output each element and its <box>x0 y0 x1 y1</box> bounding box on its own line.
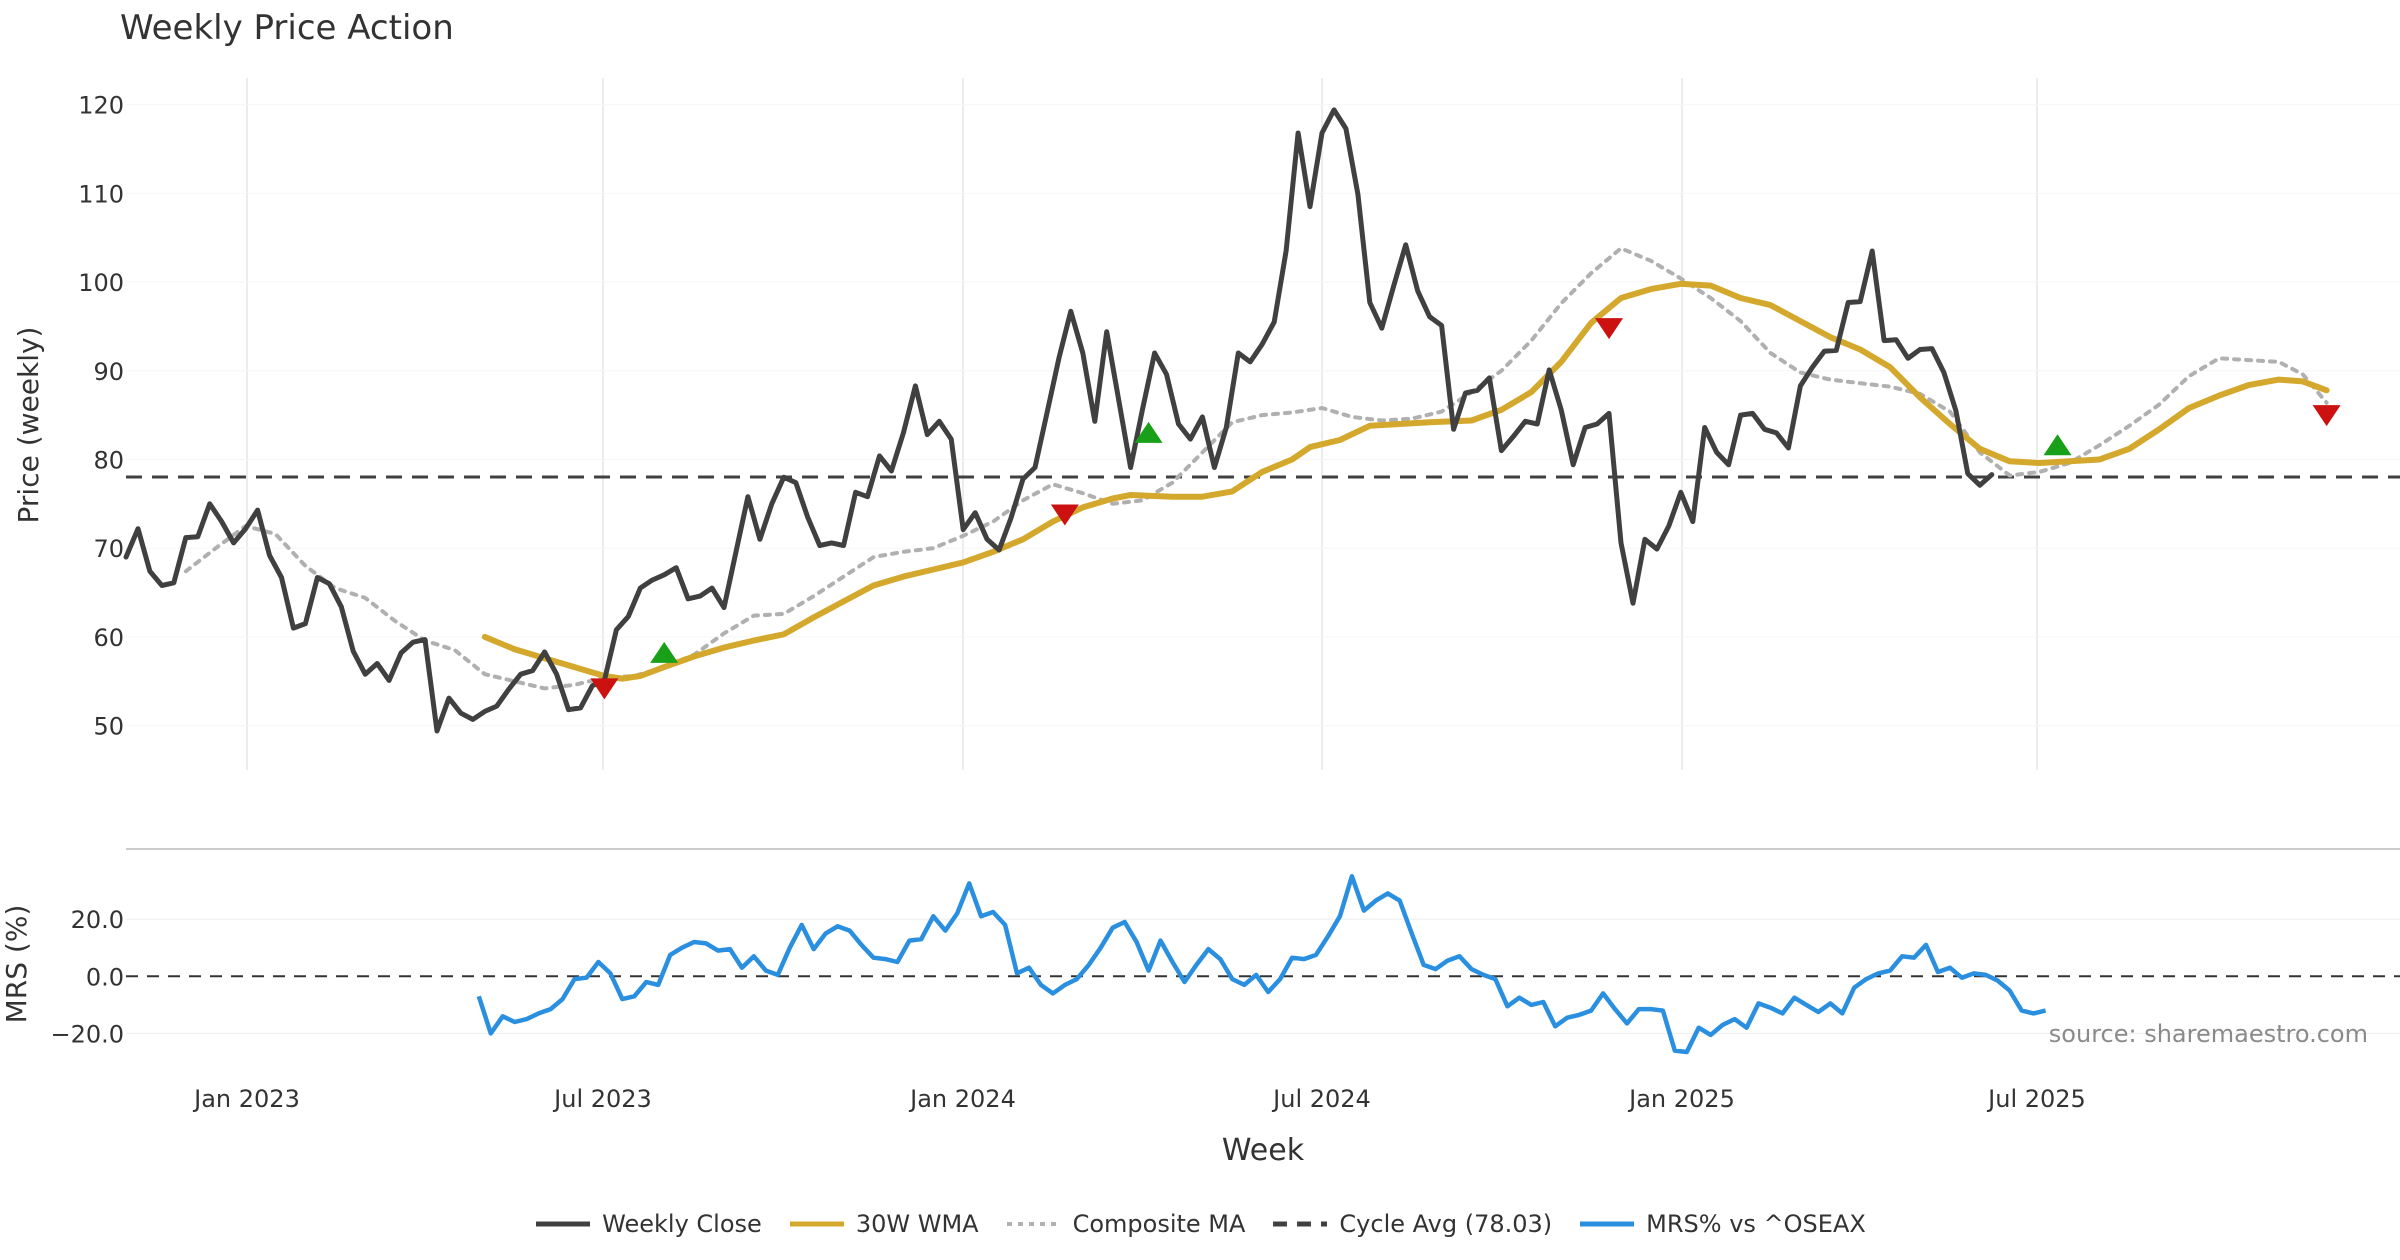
sell-signal-marker <box>1050 504 1079 526</box>
x-tick-label: Jan 2023 <box>192 1085 300 1113</box>
price-y-tick-label: 80 <box>93 446 124 474</box>
price-y-tick-label: 100 <box>78 269 124 297</box>
chart-title: Weekly Price Action <box>120 8 454 48</box>
legend-label: Cycle Avg (78.03) <box>1339 1210 1553 1238</box>
mrs-lines <box>126 874 2400 1055</box>
sell-signal-marker <box>590 678 619 700</box>
price-y-tick-label: 50 <box>93 713 124 741</box>
x-tick-label: Jul 2025 <box>1986 1085 2086 1113</box>
legend-item: MRS% vs ^OSEAX <box>1578 1210 1866 1238</box>
legend: Weekly Close 30W WMA Composite MA Cycle Avg… <box>0 1210 2400 1238</box>
price-y-axis: 50 60 70 80 90 100 110 120 <box>78 92 124 741</box>
legend-item: Composite MA <box>1005 1210 1246 1238</box>
buy-signal-marker <box>1134 421 1163 443</box>
x-tick-label: Jan 2024 <box>908 1085 1016 1113</box>
mrs-grid <box>126 918 2400 1034</box>
sell-signal-marker <box>2312 405 2341 427</box>
legend-label: 30W WMA <box>855 1210 979 1238</box>
mrs-y-axis-label: MRS (%) <box>0 905 33 1024</box>
x-tick-label: Jul 2024 <box>1271 1085 1371 1113</box>
price-y-tick-label: 70 <box>93 535 124 563</box>
x-axis-label: Week <box>1222 1133 1305 1168</box>
price-y-tick-label: 120 <box>78 92 124 120</box>
legend-item: 30W WMA <box>788 1210 979 1238</box>
legend-label: Weekly Close <box>602 1210 762 1238</box>
x-tick-label: Jul 2023 <box>552 1085 652 1113</box>
legend-label: Composite MA <box>1072 1210 1246 1238</box>
mrs-y-axis: 20.0 0.0 −20.0 <box>50 906 124 1048</box>
price-grid <box>126 78 2400 770</box>
source-note: source: sharemaestro.com <box>2048 1020 2368 1048</box>
sell-signal-marker <box>1595 318 1624 340</box>
legend-swatch <box>789 1221 844 1227</box>
legend-swatch <box>1006 1222 1061 1226</box>
price-y-tick-label: 110 <box>78 180 124 208</box>
legend-item: Cycle Avg (78.03) <box>1271 1210 1552 1238</box>
price-y-axis-label: Price (weekly) <box>12 327 45 524</box>
x-tick-label: Jan 2025 <box>1627 1085 1735 1113</box>
mrs-y-tick-label: 0.0 <box>86 963 124 991</box>
price-y-tick-label: 90 <box>93 358 124 386</box>
legend-item: Weekly Close <box>534 1210 762 1238</box>
x-axis: Jan 2023 Jul 2023 Jan 2024 Jul 2024 Jan 2025… <box>192 1085 2086 1113</box>
mrs-y-tick-label: 20.0 <box>71 906 124 934</box>
mrs-y-tick-label: −20.0 <box>50 1020 124 1048</box>
signals <box>590 318 2341 700</box>
legend-swatch <box>1273 1221 1328 1227</box>
composite-ma-line <box>183 246 2329 691</box>
price-y-tick-label: 60 <box>93 624 124 652</box>
mrs-line <box>476 874 2047 1055</box>
buy-signal-marker <box>650 641 679 663</box>
legend-label: MRS% vs ^OSEAX <box>1646 1210 1866 1238</box>
price-lines <box>123 107 2400 734</box>
weekly-close-line <box>123 107 1995 734</box>
legend-swatch <box>536 1221 591 1227</box>
wma-line <box>481 280 2330 682</box>
buy-signal-marker <box>2043 434 2072 456</box>
legend-swatch <box>1580 1221 1635 1227</box>
